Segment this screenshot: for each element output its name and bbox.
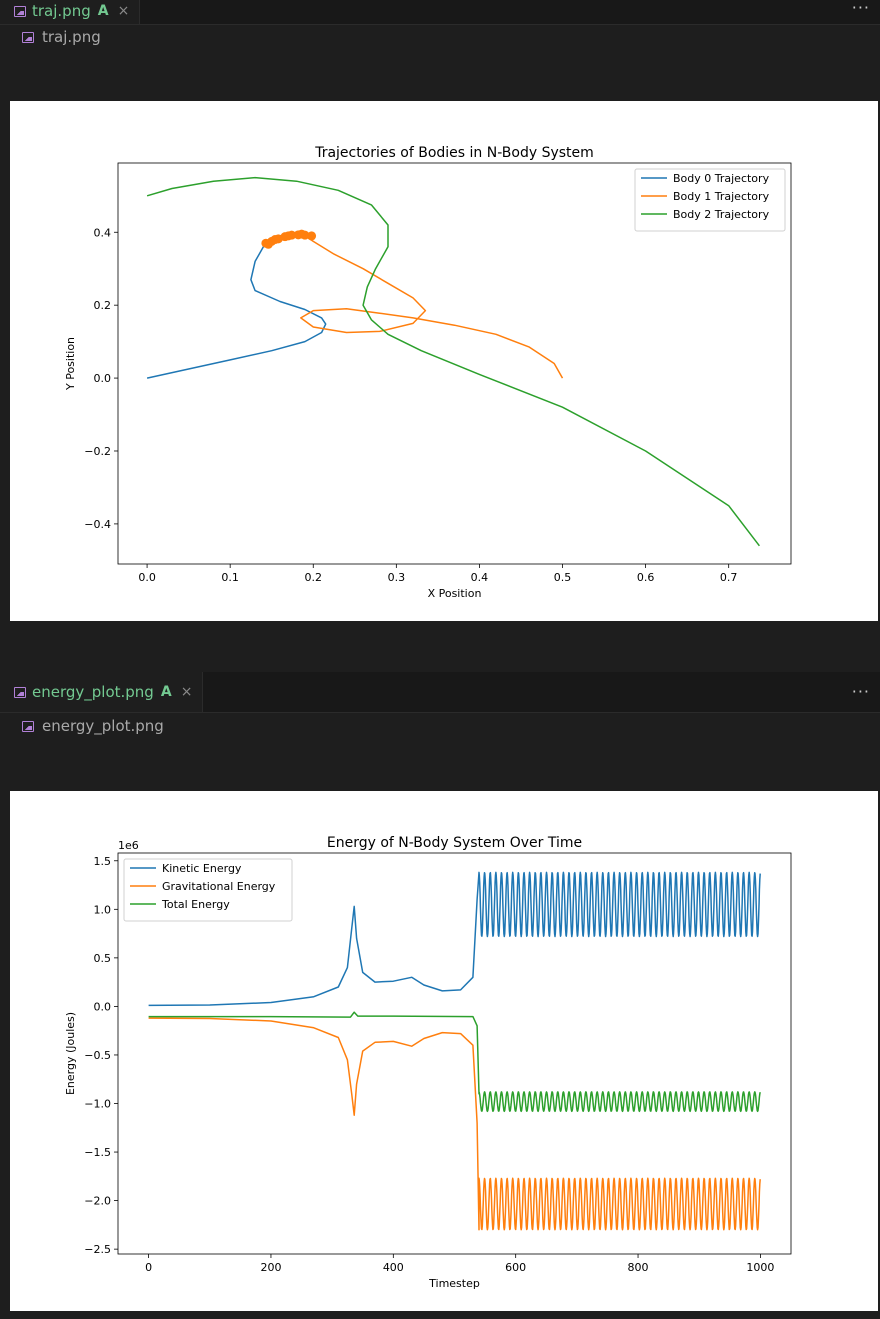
breadcrumb[interactable]: energy_plot.png xyxy=(22,717,164,735)
image-preview: Energy of N-Body System Over Time 0 200 400… xyxy=(10,791,878,1311)
x-tick-label: 0.2 xyxy=(305,571,323,584)
y-tick-label: 1.5 xyxy=(94,855,112,868)
plot-area xyxy=(146,176,760,547)
plot-frame xyxy=(117,162,792,565)
series-line-0 xyxy=(148,871,761,1007)
close-icon[interactable]: × xyxy=(117,3,130,19)
y-scale-label: 1e6 xyxy=(118,839,139,852)
x-axis-label: Timestep xyxy=(428,1277,480,1290)
modified-badge: A xyxy=(160,684,172,700)
tab-label: traj.png xyxy=(32,2,91,20)
trajectory-chart: Trajectories of Bodies in N-Body System 0… xyxy=(64,145,792,600)
y-tick-label: 0.0 xyxy=(94,1000,112,1013)
tab-bar: traj.png A × ··· xyxy=(0,0,880,25)
y-tick-label: −0.4 xyxy=(84,518,111,531)
trajectory-marker xyxy=(263,239,273,249)
y-tick-label: 0.2 xyxy=(94,299,112,312)
editor-pane-traj: traj.png A × ··· traj.png Trajectories o… xyxy=(0,0,880,640)
image-file-icon xyxy=(22,720,34,732)
close-icon[interactable]: × xyxy=(180,684,193,700)
image-file-icon xyxy=(14,5,26,17)
series-line-0 xyxy=(146,231,327,379)
editor-pane-energy: energy_plot.png A × ··· energy_plot.png … xyxy=(0,672,880,1319)
series-line-1 xyxy=(300,235,564,379)
modified-badge: A xyxy=(97,3,109,19)
trajectory-marker xyxy=(307,231,317,241)
breadcrumb-label: energy_plot.png xyxy=(42,717,164,735)
y-tick-label: −1.5 xyxy=(84,1146,111,1159)
y-axis-label: Energy (Joules) xyxy=(64,1012,77,1095)
x-tick-label: 0.4 xyxy=(471,571,489,584)
x-tick-label: 200 xyxy=(260,1261,281,1274)
y-tick-label: 0.4 xyxy=(94,226,112,239)
legend-label: Kinetic Energy xyxy=(162,862,242,875)
legend-label: Total Energy xyxy=(161,898,230,911)
chart-title: Trajectories of Bodies in N-Body System xyxy=(314,145,594,161)
series-line-2 xyxy=(146,176,760,547)
x-tick-label: 0.6 xyxy=(637,571,655,584)
legend-box xyxy=(634,168,786,232)
tab-label: energy_plot.png xyxy=(32,683,154,701)
legend-box xyxy=(123,858,293,922)
x-tick-label: 0.3 xyxy=(388,571,406,584)
legend-label: Body 2 Trajectory xyxy=(673,208,770,221)
x-tick-label: 0.5 xyxy=(554,571,572,584)
series-line-1 xyxy=(148,1017,761,1231)
x-axis-label: X Position xyxy=(428,587,482,600)
x-tick-label: 800 xyxy=(628,1261,649,1274)
more-actions-icon[interactable]: ··· xyxy=(851,0,870,17)
plot-frame xyxy=(117,852,792,1255)
legend-label: Body 1 Trajectory xyxy=(673,190,770,203)
x-tick-label: 0.7 xyxy=(720,571,738,584)
x-tick-label: 0.0 xyxy=(138,571,156,584)
series-line-2 xyxy=(148,1011,761,1113)
chart-title: Energy of N-Body System Over Time xyxy=(327,835,582,851)
trajectory-marker xyxy=(297,229,307,239)
x-tick-label: 0 xyxy=(145,1261,152,1274)
y-tick-label: 0.5 xyxy=(94,952,112,965)
legend-label: Body 0 Trajectory xyxy=(673,172,770,185)
energy-chart: Energy of N-Body System Over Time 0 200 400… xyxy=(64,835,792,1290)
image-file-icon xyxy=(22,31,34,43)
y-tick-label: −1.0 xyxy=(84,1098,111,1111)
x-tick-label: 0.1 xyxy=(221,571,239,584)
x-tick-label: 400 xyxy=(383,1261,404,1274)
y-tick-label: −0.2 xyxy=(84,445,111,458)
x-tick-label: 600 xyxy=(505,1261,526,1274)
y-tick-label: 0.0 xyxy=(94,372,112,385)
x-tick-label: 1000 xyxy=(746,1261,774,1274)
y-axis-label: Y Position xyxy=(64,337,77,391)
trajectory-marker xyxy=(283,231,293,241)
y-tick-label: −2.5 xyxy=(84,1243,111,1256)
y-tick-label: −0.5 xyxy=(84,1049,111,1062)
more-actions-icon[interactable]: ··· xyxy=(851,682,870,701)
legend-label: Gravitational Energy xyxy=(162,880,276,893)
image-file-icon xyxy=(14,686,26,698)
y-tick-label: −2.0 xyxy=(84,1195,111,1208)
trajectory-marker xyxy=(270,235,280,245)
y-tick-label: 1.0 xyxy=(94,903,112,916)
tab-traj-png[interactable]: traj.png A × xyxy=(0,0,141,24)
breadcrumb[interactable]: traj.png xyxy=(22,28,101,46)
breadcrumb-label: traj.png xyxy=(42,28,101,46)
plot-area xyxy=(148,871,761,1231)
tab-energy-plot-png[interactable]: energy_plot.png A × xyxy=(0,672,204,712)
tab-bar: energy_plot.png A × ··· xyxy=(0,672,880,713)
image-preview: Trajectories of Bodies in N-Body System 0… xyxy=(10,101,878,621)
